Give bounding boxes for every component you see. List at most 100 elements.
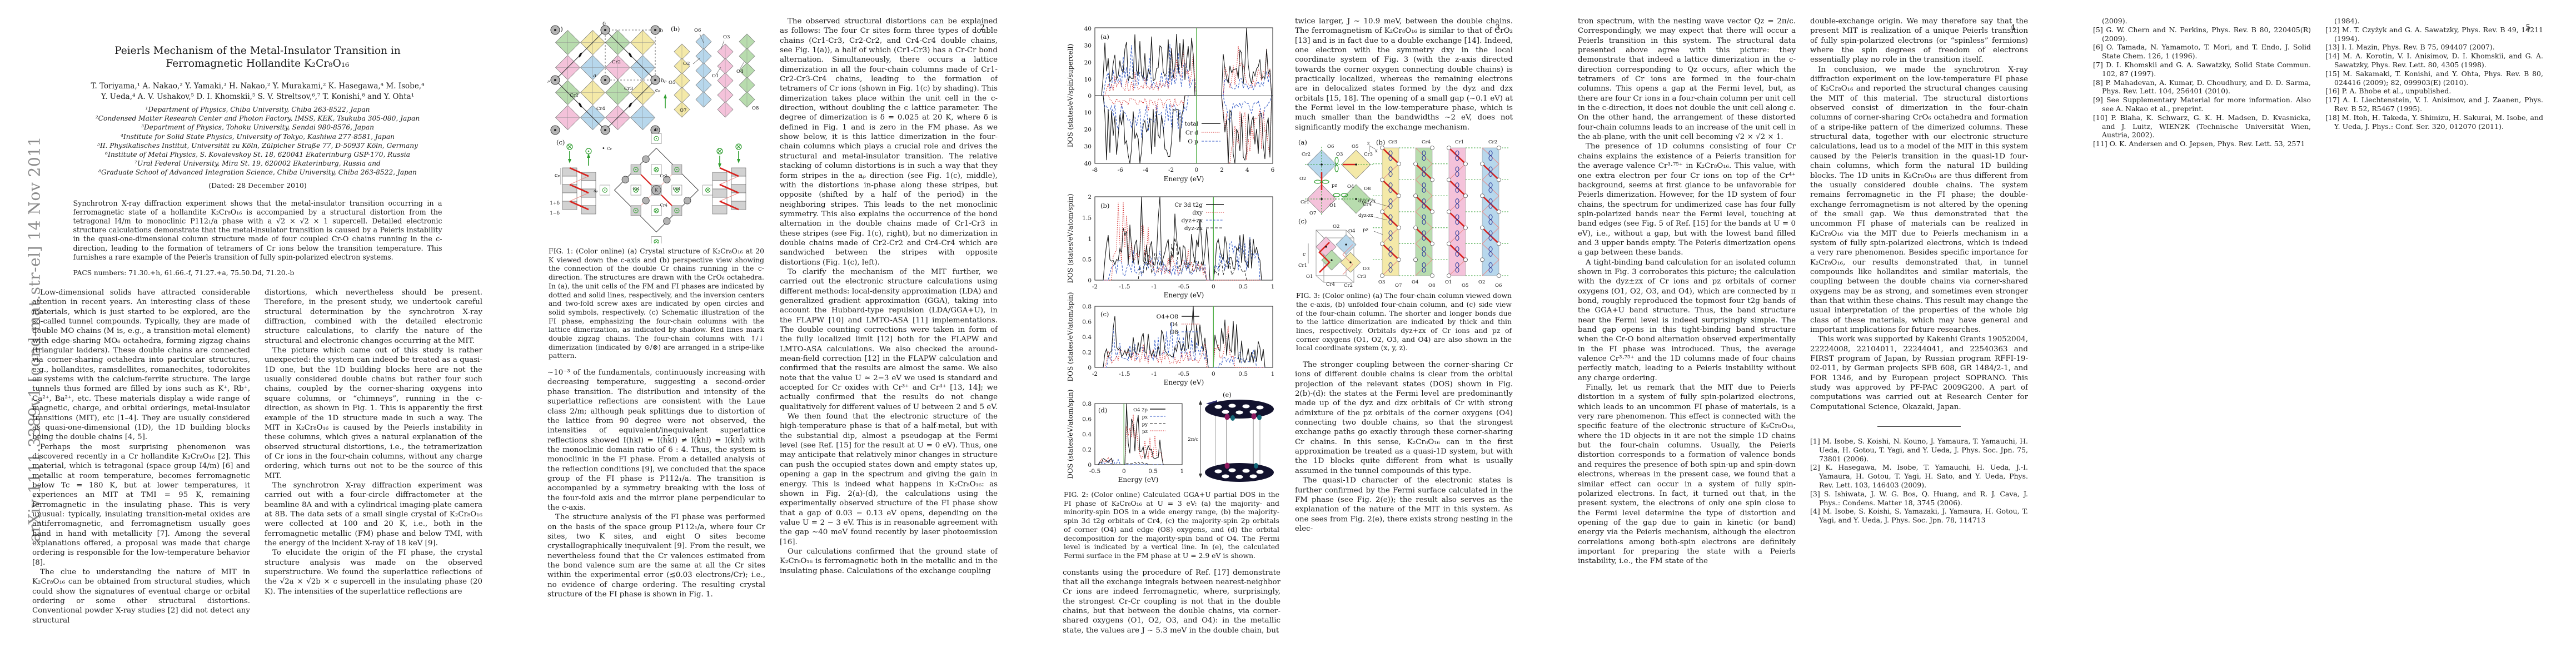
fig1-a-bP-axis: bₚ — [661, 78, 666, 84]
fig1-b-o8: O8 — [752, 106, 759, 111]
page-5-column-1: (2009). [5] G. W. Chern and N. Perkins, … — [2093, 17, 2311, 640]
svg-text:O2: O2 — [1333, 224, 1339, 230]
svg-text:0: 0 — [1088, 462, 1092, 469]
svg-text:O2: O2 — [1478, 280, 1485, 285]
fig1-c-cr3: Cr3 — [673, 187, 680, 191]
svg-text:Cr1: Cr1 — [1298, 263, 1307, 268]
svg-text:1: 1 — [1271, 283, 1275, 290]
svg-text:-1.5: -1.5 — [1119, 371, 1130, 377]
fermi-surface-bottom-sheet — [1205, 462, 1274, 482]
page-4-column-1: tron spectrum, with the nesting wave vec… — [1578, 17, 1796, 640]
fig1-b-cP: cₚ — [655, 87, 660, 93]
paragraph: double-exchange origin. We may therefore… — [1810, 17, 2028, 64]
fig1-c-cr4: Cr4 — [660, 203, 668, 208]
paper-title: Peierls Mechanism of the Metal-Insulator… — [32, 44, 483, 70]
dated-line: (Dated: 28 December 2010) — [208, 181, 307, 190]
figure-3-caption: FIG. 3: (Color online) (a) The four-chai… — [1296, 291, 1512, 352]
svg-text:-1: -1 — [1152, 371, 1157, 377]
svg-text:Cr4: Cr4 — [1326, 282, 1335, 287]
svg-text:0.8: 0.8 — [1082, 303, 1092, 310]
paragraph: Finally, let us remark that the MIT due … — [1578, 384, 1796, 566]
paragraph: Low-dimensional solids have attracted co… — [32, 288, 250, 442]
abstract: Synchrotron X-ray diffraction experiment… — [73, 198, 442, 261]
fig2-d-ylabel: DOS (states/eV/atom/spin) — [1067, 390, 1074, 479]
svg-text:c: c — [1303, 251, 1306, 257]
fig1-c-dminus: 1−δ — [550, 211, 560, 216]
fig2-b-tag: (b) — [1100, 202, 1109, 210]
fig3-orb3-label: pz — [1363, 227, 1368, 233]
reference: [14] M. A. Korotin, V. I. Anisimov, D. I… — [2325, 52, 2543, 69]
svg-text:0.2: 0.2 — [1082, 350, 1092, 356]
svg-text:0: 0 — [1088, 365, 1092, 371]
fig3-a-tag: (a) — [1298, 138, 1307, 146]
svg-text:0.2: 0.2 — [1082, 447, 1092, 454]
svg-text:Cr4: Cr4 — [1363, 202, 1372, 207]
svg-text:0: 0 — [1194, 167, 1198, 173]
affiliation: ¹Department of Physics, Chiba University… — [145, 106, 370, 113]
svg-text:-8: -8 — [1092, 167, 1098, 173]
svg-text:4: 4 — [1245, 167, 1249, 173]
fig2-a-xlabel: Energy (eV) — [1164, 175, 1204, 183]
svg-text:Cr3: Cr3 — [1388, 140, 1397, 145]
svg-text:0.6: 0.6 — [1082, 416, 1092, 423]
svg-text:pz: pz — [1142, 429, 1148, 435]
svg-text:2: 2 — [1220, 167, 1224, 173]
svg-text:O3: O3 — [1363, 266, 1369, 272]
fig2-b-xlabel: Energy (eV) — [1164, 291, 1204, 299]
svg-text:1: 1 — [1088, 236, 1092, 242]
page-5: 5 (2009). [5] G. W. Chern and N. Perkins… — [2061, 0, 2576, 667]
reference: [3] S. Ishiwata, J. W. G. Bos, Q. Huang,… — [1810, 489, 2028, 507]
reference: [6] O. Tamada, N. Yamamoto, T. Mori, and… — [2093, 43, 2311, 61]
svg-text:O3: O3 — [1378, 280, 1385, 285]
page-number: 3 — [1495, 23, 1500, 32]
fig1-a-cr2: Cr2 — [612, 59, 621, 65]
svg-text:Cr 3d t2g: Cr 3d t2g — [1174, 202, 1203, 208]
paper-head: Peierls Mechanism of the Metal-Insulator… — [32, 0, 483, 277]
svg-text:O7: O7 — [1395, 283, 1402, 288]
references-separator — [1877, 426, 1961, 427]
svg-text:0.5: 0.5 — [1238, 371, 1248, 377]
svg-text:6: 6 — [1271, 167, 1275, 173]
svg-text:O4 2p: O4 2p — [1133, 407, 1148, 413]
svg-text:Cr2: Cr2 — [1302, 152, 1311, 157]
svg-text:O4: O4 — [1170, 321, 1179, 328]
svg-text:0.5: 0.5 — [1238, 283, 1248, 290]
svg-text:2: 2 — [1088, 194, 1092, 201]
reference: [18] M. Itoh, H. Takeda, Y. Shimizu, H. … — [2325, 113, 2543, 131]
fig2-e-arrow-label: 2π/c — [1188, 437, 1198, 442]
reference: [12] M. T. Czyżyk and G. A. Sawatzky, Ph… — [2325, 25, 2543, 43]
svg-text:0: 0 — [1122, 468, 1126, 475]
authors-line-1: T. Toriyama,¹ A. Nakao,² Y. Yamaki,³ H. … — [91, 82, 425, 91]
fig2-b-ylabel: DOS (states/eV/atom/spin) — [1067, 194, 1074, 283]
paragraph: The stronger coupling between the corner… — [1295, 361, 1513, 475]
svg-text:O4: O4 — [1412, 280, 1418, 285]
paragraph: Perhaps the most surprising phenomenon w… — [32, 442, 250, 567]
reference: [8] P. Mahadevan, A. Kumar, D. Choudhury… — [2093, 78, 2311, 96]
author-list: T. Toriyama,¹ A. Nakao,² Y. Yamaki,³ H. … — [32, 81, 483, 102]
reference: [16] P. A. Bhobe et al., unpublished. — [2325, 87, 2452, 96]
page-2-column-2: The observed structural distortions can … — [780, 17, 998, 640]
svg-text:0.4: 0.4 — [1082, 431, 1092, 438]
svg-text:px: px — [1142, 415, 1148, 420]
fig1-panel-c-middle: K 0 aₚ bₚ Cr2 Cr3 Cr1 Cr4 Cr — [594, 127, 719, 243]
reference: [17] A. I. Liechtenstein, V. I. Anisimov… — [2325, 96, 2543, 113]
fig2-d-tag: (d) — [1098, 406, 1107, 414]
svg-text:-1: -1 — [1152, 283, 1157, 290]
paragraph: To elucidate the origin of the FI phase,… — [265, 549, 482, 596]
page-4: 4 tron spectrum, with the nesting wave v… — [1546, 0, 2061, 667]
affiliation: ²Condensed Matter Research Center and Ph… — [95, 115, 420, 123]
reference-carryover: (1984). — [2334, 17, 2360, 25]
fig1-a-b-axis: b — [660, 28, 663, 34]
fig2-d-xlabel: Energy (eV) — [1118, 476, 1159, 484]
svg-text:dxy: dxy — [1192, 210, 1203, 216]
fig1-b-o2: O2 — [683, 61, 690, 67]
paragraph: The structure analysis of the FI phase w… — [547, 513, 765, 599]
fig1-a-cr3: Cr3 — [624, 86, 633, 92]
svg-text:O4: O4 — [1347, 184, 1354, 190]
svg-text:30: 30 — [1084, 143, 1092, 150]
fig3-orb1-label: dyz+zx — [1358, 198, 1376, 204]
fig1-panel-c-right — [712, 143, 746, 215]
page-3-column-1: (a) 40 30 20 10 0 10 20 30 40 -8 -6 -4 -2 0 2 4 6 DOS… — [1063, 17, 1280, 640]
paragraph: Our calculations confirmed that the grou… — [780, 547, 998, 575]
fig2-a-legend-op: O p — [1188, 138, 1198, 145]
